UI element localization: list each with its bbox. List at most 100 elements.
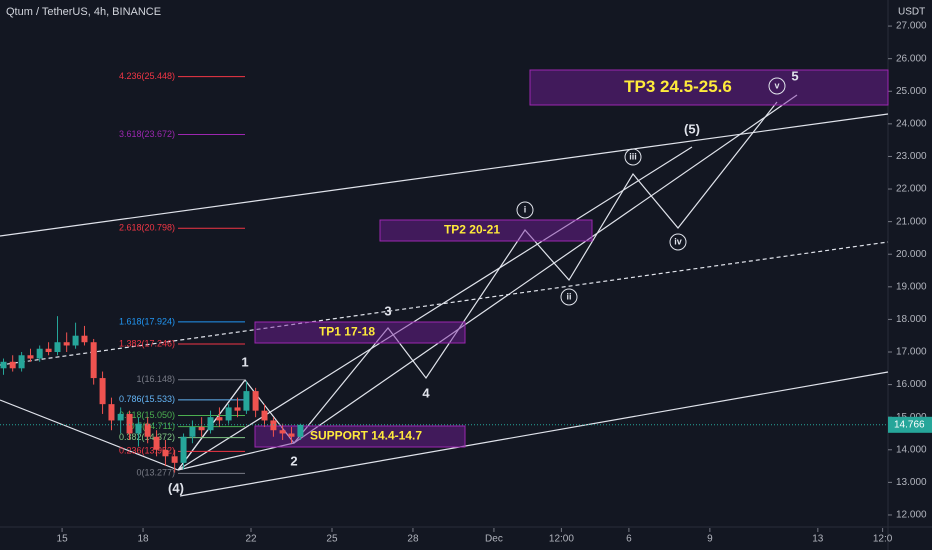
candle-body xyxy=(234,407,241,411)
x-tick-label: 28 xyxy=(407,534,419,545)
y-tick-label: 27.000 xyxy=(896,21,927,32)
y-tick-label: 13.000 xyxy=(896,477,927,488)
candle-body xyxy=(180,436,187,463)
wave-label: v xyxy=(774,80,779,90)
candle-body xyxy=(207,417,214,431)
candle-body xyxy=(270,420,277,431)
wave-circle xyxy=(768,77,786,95)
x-tick-label: 15 xyxy=(57,534,69,545)
fib-label: 0.786(15.533) xyxy=(119,394,175,404)
candle-body xyxy=(63,342,70,346)
wave-label: i xyxy=(524,204,527,214)
y-tick-label: 25.000 xyxy=(896,86,927,97)
wave-circle xyxy=(669,233,687,251)
target-label: TP2 20-21 xyxy=(444,223,500,237)
y-tick-label: 12.000 xyxy=(896,510,927,521)
candle-body xyxy=(45,348,52,352)
wave-label: iv xyxy=(674,236,682,246)
current-price-label: 14.766 xyxy=(894,419,925,430)
y-tick-label: 20.000 xyxy=(896,249,927,260)
candle-body xyxy=(54,342,61,352)
y-tick-label: 26.000 xyxy=(896,53,927,64)
fib-label: 2.618(20.798) xyxy=(119,223,175,233)
target-box xyxy=(254,425,466,448)
x-tick-label: 13 xyxy=(812,534,824,545)
candle-body xyxy=(279,430,286,434)
fib-label: 3.618(23.672) xyxy=(119,129,175,139)
x-tick-label: 25 xyxy=(326,534,338,545)
candle-body xyxy=(18,355,25,369)
candle-body xyxy=(90,342,97,379)
candle-body xyxy=(108,404,115,421)
y-tick-label: 24.000 xyxy=(896,118,927,129)
y-tick-label: 22.000 xyxy=(896,184,927,195)
fib-label: 0.382(14.372) xyxy=(119,432,175,442)
x-tick-label: 18 xyxy=(137,534,149,545)
candle-body xyxy=(9,361,16,369)
candle-body xyxy=(297,424,304,437)
current-price-box xyxy=(888,416,932,433)
target-box xyxy=(379,219,593,242)
target-box xyxy=(529,69,889,106)
wave-label: 2 xyxy=(290,453,297,468)
candle-body xyxy=(72,335,79,346)
candle-body xyxy=(144,423,151,437)
candle-body xyxy=(252,391,259,411)
target-label: TP3 24.5-25.6 xyxy=(624,77,732,96)
wave-label: 5 xyxy=(791,68,798,83)
wave-circle xyxy=(624,148,642,166)
y-tick-label: 16.000 xyxy=(896,379,927,390)
wave-circle xyxy=(560,288,578,306)
target-label: SUPPORT 14.4-14.7 xyxy=(310,429,422,443)
fib-label: 4.236(25.448) xyxy=(119,71,175,81)
x-tick-label: 9 xyxy=(707,534,713,545)
wave-label: iii xyxy=(629,151,637,161)
fib-label: 1.618(17.924) xyxy=(119,316,175,326)
candle-body xyxy=(81,335,88,343)
wave-label: (5) xyxy=(684,121,700,136)
x-tick-label: 12:00 xyxy=(549,534,574,545)
y-tick-label: 23.000 xyxy=(896,151,927,162)
fib-label: 1.382(17.246) xyxy=(119,338,175,348)
y-tick-label: 21.000 xyxy=(896,216,927,227)
target-label: TP1 17-18 xyxy=(319,325,375,339)
fib-label: 0(13.277) xyxy=(136,468,175,478)
candle-body xyxy=(171,456,178,463)
wave-label: ii xyxy=(566,291,571,301)
candle-body xyxy=(36,348,43,359)
y-tick-label: 17.000 xyxy=(896,347,927,358)
candle-body xyxy=(243,391,250,411)
fib-label: 0.236(13.952) xyxy=(119,446,175,456)
candle-body xyxy=(135,423,142,434)
candle-body xyxy=(261,410,268,421)
wave-label: 3 xyxy=(384,303,391,318)
fib-label: 1(16.148) xyxy=(136,374,175,384)
candle-body xyxy=(153,436,160,450)
chart-title: Qtum / TetherUS, 4h, BINANCE xyxy=(6,6,161,18)
fib-label: 0.5(14.711) xyxy=(130,421,175,431)
candle-body xyxy=(99,378,106,405)
candle-body xyxy=(216,417,223,421)
y-tick-label: 18.000 xyxy=(896,314,927,325)
wave-label: 1 xyxy=(241,354,248,369)
candle-body xyxy=(126,413,133,434)
target-box xyxy=(254,321,466,344)
x-tick-label: Dec xyxy=(485,534,503,545)
candle-body xyxy=(288,433,295,437)
x-tick-label: 6 xyxy=(626,534,632,545)
currency: USDT xyxy=(898,7,925,18)
candle-body xyxy=(162,449,169,457)
candle-body xyxy=(27,355,34,359)
candle-body xyxy=(117,413,124,421)
candle-body xyxy=(225,407,232,421)
wave-circle xyxy=(516,201,534,219)
x-tick-label: 12:0 xyxy=(873,534,893,545)
fib-label: 0.618(15.050) xyxy=(119,410,175,420)
wave-label: (4) xyxy=(168,480,184,495)
y-tick-label: 14.000 xyxy=(896,444,927,455)
candle-body xyxy=(0,361,7,369)
y-tick-label: 19.000 xyxy=(896,281,927,292)
wave-label: 4 xyxy=(422,385,430,400)
